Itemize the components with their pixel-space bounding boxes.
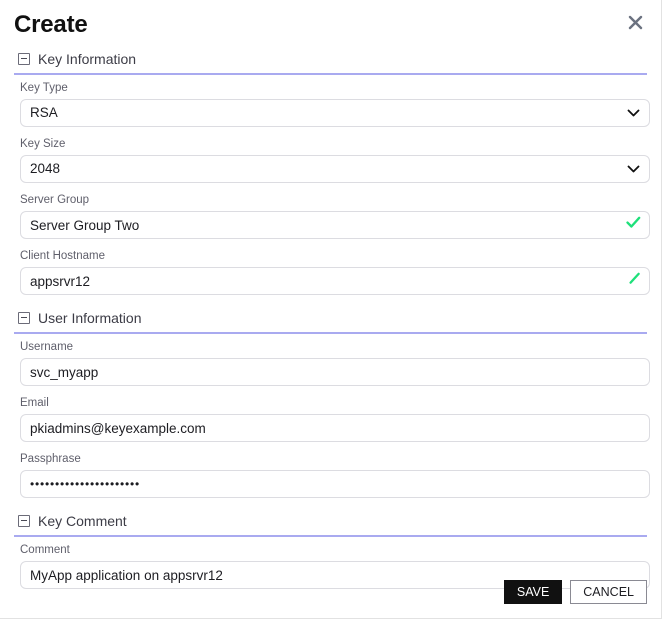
section-user-information: User Information Username Email Passphra… — [14, 305, 650, 498]
field-email: Email — [14, 396, 650, 442]
section-header-user-information[interactable]: User Information — [14, 305, 647, 332]
key-size-label: Key Size — [20, 138, 66, 150]
key-size-input-wrap: 2048 — [20, 155, 650, 183]
server-group-label: Server Group — [20, 194, 90, 206]
section-title: Key Comment — [38, 513, 127, 529]
cancel-button[interactable]: CANCEL — [570, 580, 647, 604]
section-key-comment: Key Comment Comment — [14, 508, 650, 589]
server-group-input[interactable] — [20, 211, 650, 239]
field-key-size: Key Size 2048 — [14, 137, 650, 183]
section-divider — [14, 535, 647, 537]
section-title: User Information — [38, 310, 142, 326]
field-client-hostname: Client Hostname — [14, 249, 650, 295]
server-group-input-wrap — [20, 211, 650, 239]
section-title: Key Information — [38, 51, 137, 67]
client-hostname-label: Client Hostname — [20, 250, 106, 262]
field-username: Username — [14, 340, 650, 386]
minus-square-icon[interactable] — [18, 53, 30, 65]
email-label: Email — [20, 397, 49, 409]
field-key-type: Key Type RSA — [14, 81, 650, 127]
key-type-select[interactable]: RSA — [20, 99, 650, 127]
username-input-wrap — [20, 358, 650, 386]
section-header-key-information[interactable]: Key Information — [14, 46, 647, 73]
section-divider — [14, 332, 647, 334]
dialog-header: Create — [0, 0, 661, 46]
field-server-group: Server Group — [14, 193, 650, 239]
key-type-input-wrap: RSA — [20, 99, 650, 127]
client-hostname-input-wrap — [20, 267, 650, 295]
comment-label: Comment — [20, 544, 70, 556]
section-header-key-comment[interactable]: Key Comment — [14, 508, 647, 535]
section-key-information: Key Information Key Type RSA Key — [14, 46, 650, 295]
dialog-body: Key Information Key Type RSA Key — [0, 46, 661, 589]
email-input[interactable] — [20, 414, 650, 442]
username-label: Username — [20, 341, 74, 353]
close-icon — [627, 14, 644, 31]
passphrase-label: Passphrase — [20, 453, 81, 465]
passphrase-input-wrap — [20, 470, 650, 498]
close-button[interactable] — [621, 8, 649, 36]
email-input-wrap — [20, 414, 650, 442]
field-passphrase: Passphrase — [14, 452, 650, 498]
key-size-select[interactable]: 2048 — [20, 155, 650, 183]
passphrase-input[interactable] — [20, 470, 650, 498]
section-divider — [14, 73, 647, 75]
client-hostname-input[interactable] — [20, 267, 650, 295]
username-input[interactable] — [20, 358, 650, 386]
page-title: Create — [14, 11, 88, 38]
dialog-footer: SAVE CANCEL — [503, 580, 647, 604]
key-type-label: Key Type — [20, 82, 68, 94]
save-button[interactable]: SAVE — [503, 580, 563, 604]
minus-square-icon[interactable] — [18, 515, 30, 527]
minus-square-icon[interactable] — [18, 312, 30, 324]
